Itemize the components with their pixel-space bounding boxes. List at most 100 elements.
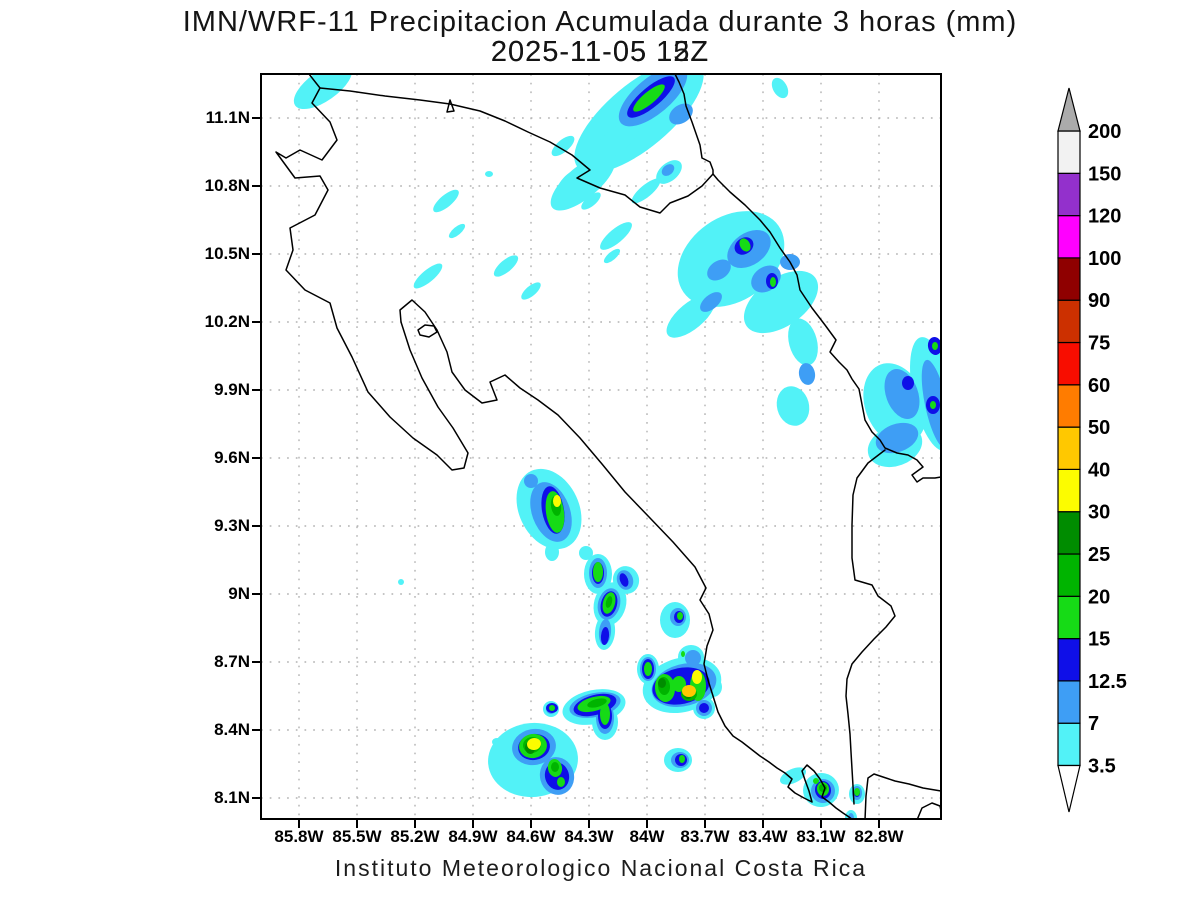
- precip-cell-3.5mm: [581, 192, 601, 210]
- colorbar-box: [1057, 172, 1081, 217]
- colorbar-label: 50: [1088, 417, 1110, 439]
- precip-cell-15mm: [677, 612, 683, 620]
- precip-cell-3.5mm: [603, 248, 621, 264]
- precip-cell-15mm: [557, 777, 565, 787]
- colorbar-label: 30: [1088, 502, 1110, 524]
- precip-cell-15mm: [770, 277, 776, 287]
- y-tick-label: 9.6N: [214, 448, 250, 467]
- x-tick-label: 84.6W: [506, 827, 556, 846]
- colorbar-box: [1057, 215, 1081, 259]
- coastline: [845, 449, 896, 805]
- precip-cell-7mm: [798, 363, 816, 385]
- colorbar-label: 100: [1088, 248, 1121, 270]
- colorbar-box: [1057, 341, 1081, 386]
- precip-cell-3.5mm: [579, 546, 593, 560]
- page-title: IMN/WRF-11 Precipitacion Acumulada duran…: [182, 6, 1018, 38]
- colorbar-label: 15: [1088, 629, 1110, 651]
- precip-cell-3.5mm: [433, 189, 459, 213]
- precip-cell-7mm: [524, 474, 538, 488]
- colorbar-box: [1057, 130, 1081, 174]
- precip-cell-15mm: [739, 238, 751, 252]
- precip-cell-7mm: [661, 164, 675, 176]
- footer-credit: Instituto Meteorologico Nacional Costa R…: [334, 855, 868, 881]
- precip-cell-40mm: [682, 685, 696, 697]
- precipitation-map: [252, 73, 942, 828]
- precip-cell-15mm: [549, 705, 555, 711]
- precip-cell-15mm: [679, 755, 685, 763]
- colorbar-label: 90: [1088, 290, 1110, 312]
- precip-cell-15mm: [644, 662, 652, 676]
- precip-cell-3.5mm: [485, 171, 493, 177]
- precip-cell-3.5mm: [448, 223, 466, 239]
- coastline: [275, 74, 853, 819]
- colorbar-label: 200: [1088, 121, 1121, 143]
- colorbar-under-arrow: [1057, 764, 1081, 813]
- precip-cell-7mm: [700, 292, 722, 312]
- precip-cell-3.5mm: [492, 738, 502, 746]
- precip-cell-7mm: [875, 422, 919, 454]
- subtitle-run-a: 2025-11-05 15Z: [490, 36, 710, 68]
- y-tick-label: 9.3N: [214, 516, 250, 535]
- precip-cell-20mm: [605, 596, 613, 608]
- precip-cell-3.5mm: [771, 77, 789, 99]
- precip-cell-15mm: [854, 788, 860, 796]
- x-tick-label: 83.1W: [796, 827, 846, 846]
- colorbar-box: [1057, 257, 1081, 301]
- colorbar-box: [1057, 384, 1081, 428]
- x-tick-label: 85.5W: [332, 827, 382, 846]
- precip-cell-3.5mm: [493, 255, 519, 277]
- precip-cell-3.5mm: [788, 318, 818, 366]
- y-tick-label: 9N: [228, 584, 250, 603]
- y-tick-label: 10.8N: [204, 176, 250, 195]
- precip-cell-12.5mm: [699, 703, 709, 713]
- colorbar-label: 25: [1088, 544, 1110, 566]
- precip-cell-3.5mm: [600, 222, 632, 250]
- precip-cell-15mm: [672, 676, 686, 692]
- colorbar-box: [1057, 299, 1081, 344]
- coastline: [319, 87, 714, 214]
- precip-cell-30mm: [527, 737, 541, 751]
- x-tick-label: 83.7W: [680, 827, 730, 846]
- precip-cell-15mm: [600, 703, 610, 725]
- map-frame: [260, 73, 942, 820]
- colorbar-box: [1057, 595, 1081, 640]
- colorbar-box: [1057, 511, 1081, 555]
- precip-cell-30mm: [692, 670, 702, 684]
- colorbar-over-arrow: [1057, 87, 1081, 132]
- precip-cell-3.5mm: [550, 153, 616, 211]
- colorbar-label: 120: [1088, 206, 1121, 228]
- coastline: [417, 324, 438, 338]
- y-tick-label: 8.4N: [214, 720, 250, 739]
- colorbar-label: 40: [1088, 459, 1110, 481]
- x-tick-label: 85.8W: [274, 827, 324, 846]
- colorbar-label: 7: [1088, 713, 1099, 735]
- precip-cell-12.5mm: [600, 627, 610, 645]
- precip-cell-3.5mm: [551, 135, 575, 157]
- colorbar-box: [1057, 637, 1081, 682]
- precip-cell-7mm: [685, 650, 701, 666]
- precip-cell-3.5mm: [398, 579, 404, 585]
- coastline: [446, 99, 455, 113]
- coastline: [864, 773, 941, 819]
- precip-cell-20mm: [551, 762, 559, 772]
- precip-cell-12.5mm: [619, 573, 629, 587]
- precip-cell-3.5mm: [545, 543, 559, 561]
- precip-cell-15mm: [681, 651, 685, 657]
- colorbar-label: 150: [1088, 163, 1121, 185]
- precip-cell-15mm: [930, 401, 936, 409]
- precip-cell-3.5mm: [631, 178, 661, 204]
- x-tick-label: 82.8W: [854, 827, 904, 846]
- y-tick-label: 11.1N: [205, 108, 250, 127]
- precip-cell-20mm: [587, 698, 607, 708]
- precip-cell-15mm: [633, 84, 665, 112]
- x-tick-label: 85.2W: [390, 827, 440, 846]
- precip-cell-3.5mm: [558, 167, 584, 191]
- colorbar-legend: 3.5 7 12.5 15 20 25 30 40 50 60 75 90 100 120 150 200: [1057, 87, 1127, 813]
- coastline: [674, 74, 941, 483]
- y-tick-label: 9.9N: [214, 380, 250, 399]
- colorbar-box: [1057, 553, 1081, 597]
- colorbar-label: 12.5: [1088, 671, 1127, 693]
- x-tick-label: 84W: [629, 827, 665, 846]
- x-tick-label: 84.9W: [448, 827, 498, 846]
